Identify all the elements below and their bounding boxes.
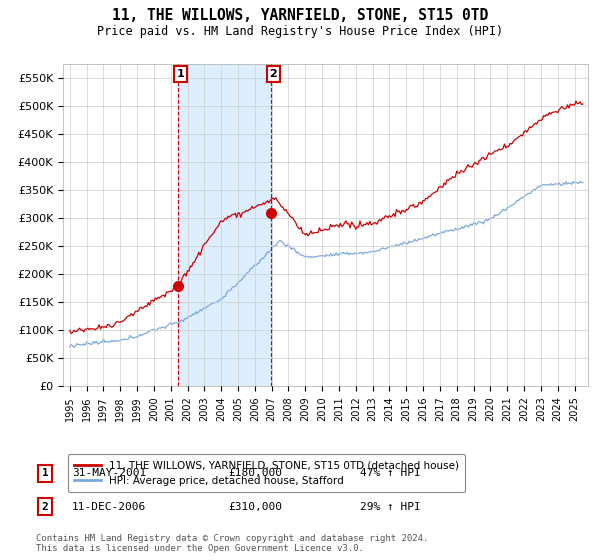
Text: 11, THE WILLOWS, YARNFIELD, STONE, ST15 0TD: 11, THE WILLOWS, YARNFIELD, STONE, ST15 …: [112, 8, 488, 24]
Text: £180,000: £180,000: [228, 468, 282, 478]
Text: 31-MAY-2001: 31-MAY-2001: [72, 468, 146, 478]
Text: Contains HM Land Registry data © Crown copyright and database right 2024.
This d: Contains HM Land Registry data © Crown c…: [36, 534, 428, 553]
Text: 11-DEC-2006: 11-DEC-2006: [72, 502, 146, 512]
Text: 2: 2: [269, 69, 277, 79]
Text: 2: 2: [41, 502, 49, 512]
Text: 1: 1: [41, 468, 49, 478]
Text: 1: 1: [176, 69, 184, 79]
Bar: [178, 64, 271, 386]
Text: 29% ↑ HPI: 29% ↑ HPI: [360, 502, 421, 512]
Text: 47% ↑ HPI: 47% ↑ HPI: [360, 468, 421, 478]
Legend: 11, THE WILLOWS, YARNFIELD, STONE, ST15 0TD (detached house), HPI: Average price: 11, THE WILLOWS, YARNFIELD, STONE, ST15 …: [68, 454, 465, 492]
Text: £310,000: £310,000: [228, 502, 282, 512]
Text: Price paid vs. HM Land Registry's House Price Index (HPI): Price paid vs. HM Land Registry's House …: [97, 25, 503, 38]
